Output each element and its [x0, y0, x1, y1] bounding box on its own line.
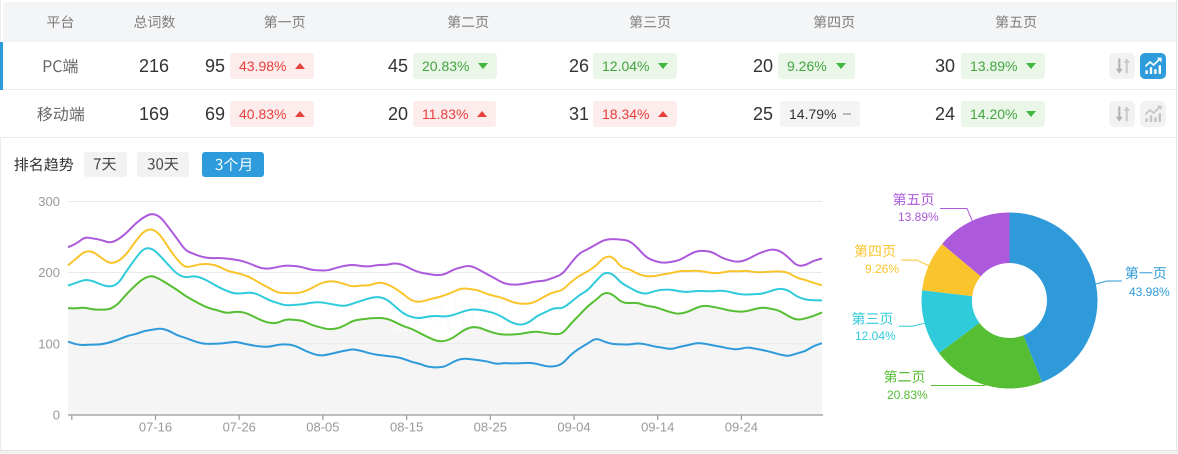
svg-text:08-25: 08-25: [474, 420, 507, 435]
svg-text:13.89%: 13.89%: [898, 210, 939, 224]
svg-text:08-15: 08-15: [390, 420, 423, 435]
svg-text:09-14: 09-14: [641, 420, 674, 435]
svg-text:100: 100: [38, 336, 60, 351]
svg-text:07-26: 07-26: [223, 420, 256, 435]
svg-text:09-24: 09-24: [725, 420, 758, 435]
svg-text:07-16: 07-16: [139, 420, 172, 435]
svg-text:20.83%: 20.83%: [887, 388, 928, 402]
svg-text:0: 0: [53, 408, 60, 423]
svg-text:43.98%: 43.98%: [1129, 285, 1170, 299]
svg-text:09-04: 09-04: [557, 420, 590, 435]
svg-text:9.26%: 9.26%: [865, 262, 899, 276]
svg-text:200: 200: [38, 265, 60, 280]
svg-text:08-05: 08-05: [306, 420, 339, 435]
svg-text:300: 300: [38, 194, 60, 209]
svg-text:12.04%: 12.04%: [855, 329, 896, 343]
